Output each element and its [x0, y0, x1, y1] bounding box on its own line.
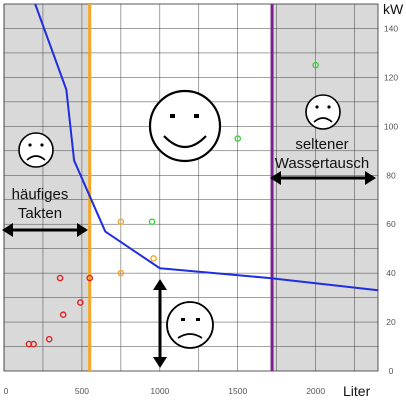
sad-face-icon — [305, 94, 341, 130]
x-tick-label: 500 — [75, 386, 89, 396]
tick-labels: 0 500 1000 1500 2000 0 20 40 60 80 100 120 140 — [4, 23, 399, 396]
y-tick-label: 0 — [389, 366, 394, 376]
left-arrow-head-right — [77, 223, 88, 237]
data-point — [150, 255, 157, 262]
sad-face-icon — [18, 132, 54, 168]
shaded-region-1 — [272, 4, 378, 371]
x-tick-label: 1000 — [150, 386, 169, 396]
happy-face-icon — [148, 89, 222, 163]
x-tick-label: 2000 — [306, 386, 325, 396]
y-tick-label: 120 — [384, 72, 398, 82]
annotation-right-line2: Wassertausch — [275, 155, 369, 172]
x-tick-label: 1500 — [228, 386, 247, 396]
y-axis-label: kW — [383, 1, 404, 17]
annotation-right-line1: seltener — [295, 136, 348, 153]
y-tick-label: 140 — [384, 23, 398, 33]
y-tick-label: 40 — [386, 268, 396, 278]
shaded-region-0 — [4, 4, 90, 371]
y-tick-label: 60 — [386, 219, 396, 229]
data-point — [77, 299, 84, 306]
data-point — [45, 335, 53, 343]
data-series — [25, 3, 379, 348]
y-tick-label: 80 — [386, 170, 396, 180]
data-point — [117, 269, 125, 277]
y-tick-label: 100 — [384, 121, 398, 131]
annotation-left-line2: Takten — [18, 205, 62, 222]
data-point — [56, 274, 64, 282]
x-tick-label: 0 — [4, 386, 9, 396]
vertical-markers — [88, 4, 274, 371]
vertical-arrow-head-bottom — [153, 357, 167, 368]
vertical-arrow-head-top — [153, 279, 167, 290]
data-point — [30, 340, 37, 348]
x-axis-label: Liter — [343, 383, 371, 399]
plot-frame — [3, 3, 379, 372]
data-point — [59, 311, 67, 319]
sad-face-icon — [166, 301, 214, 349]
right-arrow-head-right — [365, 171, 376, 185]
data-point — [148, 218, 156, 226]
data-point — [86, 274, 94, 282]
annotation-left-line1: häufiges — [12, 186, 69, 203]
arrows — [2, 171, 376, 368]
data-point — [117, 218, 125, 226]
data-point — [312, 61, 319, 69]
y-tick-label: 20 — [386, 317, 396, 327]
data-point — [234, 135, 242, 142]
series-line — [34, 3, 379, 292]
right-arrow-head-left — [270, 171, 281, 185]
left-arrow-head-left — [2, 223, 13, 237]
